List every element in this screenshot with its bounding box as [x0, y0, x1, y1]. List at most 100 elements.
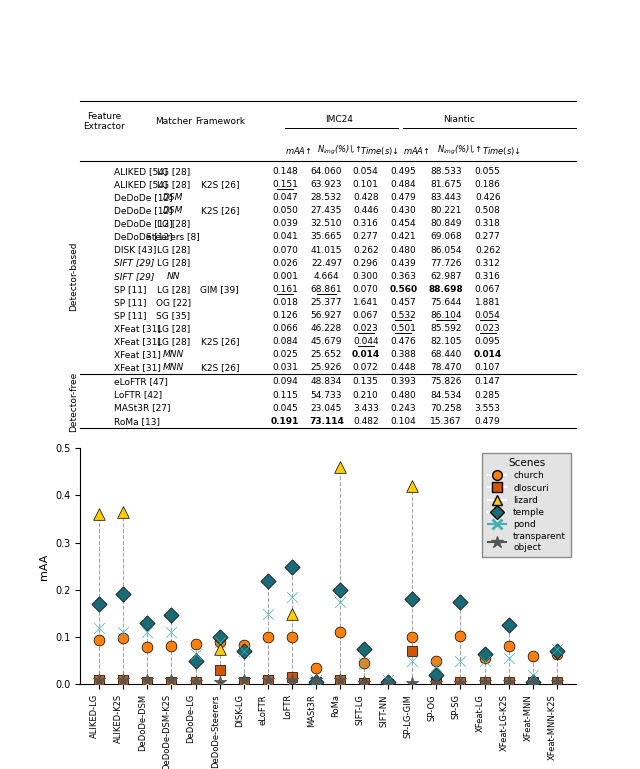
Point	[239, 639, 249, 651]
Text: 48.834: 48.834	[311, 378, 342, 386]
Point	[262, 608, 273, 620]
Text: 46.228: 46.228	[311, 324, 342, 333]
Text: XFeat [31]: XFeat [31]	[114, 324, 161, 333]
Text: 0.393: 0.393	[390, 378, 417, 386]
Text: 0.501: 0.501	[390, 324, 417, 333]
Point	[311, 662, 321, 674]
Text: IMC24: IMC24	[325, 115, 353, 125]
Text: 0.296: 0.296	[353, 258, 379, 268]
Text: 0.094: 0.094	[272, 378, 298, 386]
Point	[335, 626, 345, 638]
Text: 1.641: 1.641	[353, 298, 379, 307]
Text: 0.026: 0.026	[272, 258, 298, 268]
Text: MASt3R [27]: MASt3R [27]	[114, 404, 170, 413]
Text: 0.084: 0.084	[272, 337, 298, 346]
Text: 0.316: 0.316	[353, 219, 379, 228]
Point	[335, 584, 345, 596]
Text: Feature
Extractor: Feature Extractor	[83, 112, 125, 131]
Point	[455, 677, 465, 689]
Text: 0.532: 0.532	[390, 311, 416, 320]
Point	[335, 674, 345, 686]
Text: SP [11]: SP [11]	[114, 311, 146, 320]
Text: 22.497: 22.497	[311, 258, 342, 268]
Text: 0.055: 0.055	[475, 167, 500, 176]
Point	[287, 591, 297, 603]
Text: 80.849: 80.849	[430, 219, 462, 228]
Text: 0.031: 0.031	[272, 363, 298, 372]
Text: 27.435: 27.435	[311, 206, 342, 215]
Point	[118, 506, 129, 518]
Point	[383, 677, 394, 690]
Text: XFeat [31]: XFeat [31]	[114, 363, 161, 372]
Text: 25.652: 25.652	[311, 350, 342, 359]
Text: 54.733: 54.733	[311, 391, 342, 400]
Point	[142, 641, 152, 653]
Point	[262, 674, 273, 686]
Text: eLoFTR [47]: eLoFTR [47]	[114, 378, 168, 386]
Text: $N_{img}$(%)\,↑: $N_{img}$(%)\,↑	[317, 145, 362, 158]
Text: 25.926: 25.926	[311, 363, 342, 372]
Point	[383, 678, 394, 691]
Point	[552, 647, 562, 660]
Text: 0.054: 0.054	[353, 167, 379, 176]
Text: LG [28]: LG [28]	[157, 167, 190, 176]
Text: 0.560: 0.560	[389, 285, 417, 294]
Text: LG [28]: LG [28]	[157, 180, 190, 189]
Text: LG [28]: LG [28]	[157, 245, 190, 255]
Point	[239, 676, 249, 688]
Text: DeDoDe [12]: DeDoDe [12]	[114, 219, 172, 228]
Text: 0.023: 0.023	[475, 324, 500, 333]
Text: DeDoDe [12]: DeDoDe [12]	[114, 206, 172, 215]
Text: 0.095: 0.095	[475, 337, 500, 346]
Text: 23.045: 23.045	[311, 404, 342, 413]
Text: 0.448: 0.448	[390, 363, 416, 372]
Text: 0.262: 0.262	[353, 245, 378, 255]
Text: 75.826: 75.826	[430, 378, 462, 386]
Point	[311, 674, 321, 686]
Point	[407, 654, 417, 667]
Point	[118, 626, 129, 638]
Point	[239, 678, 249, 691]
Text: $mAA$↑: $mAA$↑	[403, 145, 430, 156]
Text: 0.151: 0.151	[272, 180, 298, 189]
Text: 56.927: 56.927	[311, 311, 342, 320]
Text: ALIKED [54]: ALIKED [54]	[114, 180, 167, 189]
Point	[383, 678, 394, 691]
Point	[142, 617, 152, 629]
Text: SIFT [29]: SIFT [29]	[114, 271, 154, 281]
Text: 0.495: 0.495	[390, 167, 416, 176]
Text: Detector-based: Detector-based	[70, 241, 79, 311]
Point	[455, 596, 465, 608]
Text: 0.001: 0.001	[272, 271, 298, 281]
Point	[166, 674, 177, 686]
Point	[118, 588, 129, 600]
Text: 62.987: 62.987	[430, 271, 462, 281]
Point	[94, 508, 104, 521]
Text: Framework: Framework	[195, 117, 245, 126]
Point	[479, 676, 490, 688]
Text: 0.285: 0.285	[475, 391, 500, 400]
Point	[359, 676, 369, 688]
Point	[431, 654, 442, 667]
Point	[455, 676, 465, 688]
Point	[479, 652, 490, 664]
Text: 0.067: 0.067	[475, 285, 500, 294]
Point	[191, 678, 201, 691]
Text: K2S [26]: K2S [26]	[200, 206, 239, 215]
Text: Steerers [8]: Steerers [8]	[147, 232, 200, 241]
Text: DeDoDe [12]: DeDoDe [12]	[114, 193, 172, 202]
Text: DISK [43]: DISK [43]	[114, 245, 156, 255]
Text: LG [28]: LG [28]	[157, 324, 190, 333]
Text: K2S [26]: K2S [26]	[200, 180, 239, 189]
Text: 88.698: 88.698	[429, 285, 463, 294]
Point	[552, 676, 562, 688]
Text: 86.104: 86.104	[430, 311, 462, 320]
Text: NN: NN	[166, 271, 180, 281]
Text: 0.066: 0.066	[272, 324, 298, 333]
Point	[479, 654, 490, 667]
Point	[287, 674, 297, 686]
Text: 0.014: 0.014	[351, 350, 380, 359]
Point	[431, 669, 442, 681]
Point	[142, 678, 152, 691]
Point	[166, 676, 177, 688]
